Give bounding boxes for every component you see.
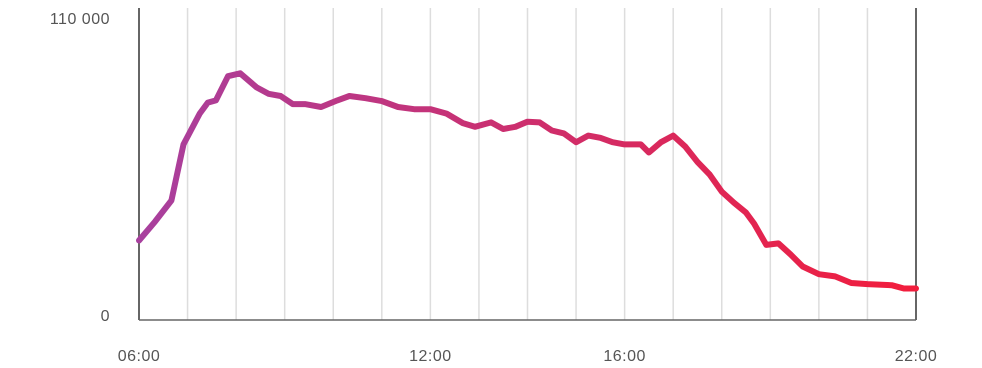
y-tick-label: 110 000 <box>50 11 110 28</box>
x-tick-label: 22:00 <box>895 348 938 365</box>
grid-lines <box>186 8 869 320</box>
x-tick-label: 12:00 <box>409 348 452 365</box>
x-tick-label: 06:00 <box>118 348 161 365</box>
y-tick-label: 0 <box>101 308 110 325</box>
series-line <box>136 70 919 292</box>
x-tick-label: 16:00 <box>603 348 646 365</box>
y-axis-tick-labels: 0 110 000 <box>50 11 110 325</box>
axes <box>138 8 917 321</box>
x-axis-tick-labels: 06:00 12:00 16:00 22:00 <box>118 348 938 365</box>
